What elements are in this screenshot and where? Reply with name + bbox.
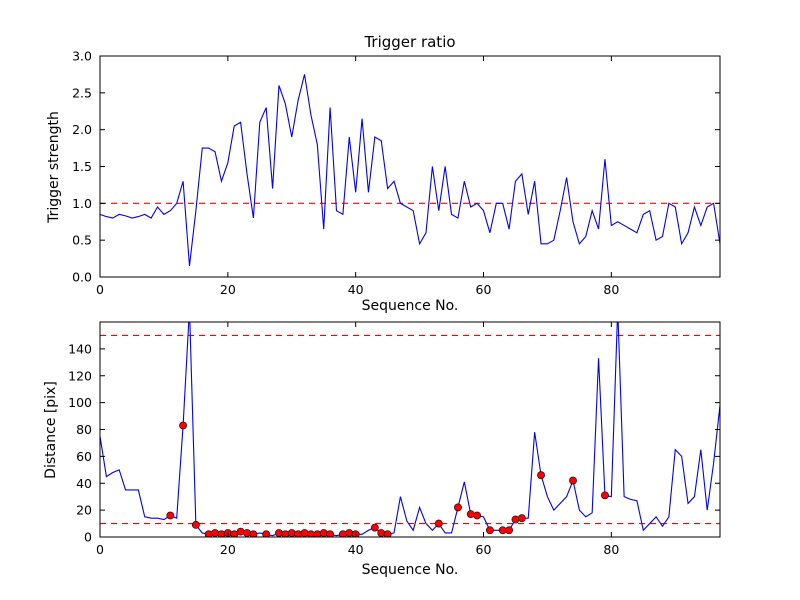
x-tick-label: 60 <box>476 542 492 557</box>
x-tick-label: 80 <box>603 282 619 297</box>
axes-frame <box>99 55 721 278</box>
match-marker <box>485 526 494 535</box>
match-marker <box>383 530 392 537</box>
top-plot-ylabel: Trigger strength <box>46 111 62 223</box>
y-tick-label: 100 <box>68 395 92 410</box>
trigger-ratio-line <box>100 74 720 267</box>
y-tick-label: 1.5 <box>72 159 92 174</box>
x-tick-label: 40 <box>348 542 364 557</box>
match-marker <box>377 529 386 537</box>
y-tick-label: 40 <box>76 476 92 491</box>
x-tick-label: 0 <box>96 282 104 297</box>
x-tick-label: 80 <box>603 542 619 557</box>
y-tick-label: 2.5 <box>72 85 92 100</box>
y-tick-label: 0.0 <box>72 270 92 285</box>
y-tick-label: 0.5 <box>72 233 92 248</box>
match-marker <box>370 523 379 532</box>
y-tick-label: 2.0 <box>72 122 92 137</box>
x-tick-label: 40 <box>348 282 364 297</box>
match-marker <box>211 529 219 537</box>
match-marker <box>537 471 545 480</box>
match-marker <box>300 529 309 537</box>
match-marker <box>466 510 475 519</box>
match-marker <box>166 511 175 520</box>
match-marker <box>236 527 245 536</box>
bottom-plot-ylabel: Distance [pix] <box>43 381 59 479</box>
match-marker <box>505 526 513 535</box>
match-marker <box>262 530 271 537</box>
match-marker <box>243 529 251 537</box>
y-tick-label: 0 <box>84 530 92 545</box>
x-tick-label: 60 <box>476 282 492 297</box>
match-marker <box>287 529 296 537</box>
y-tick-label: 120 <box>68 368 92 383</box>
match-marker <box>326 530 335 537</box>
top-plot-title: Trigger ratio <box>364 33 456 51</box>
top-plot-xlabel: Sequence No. <box>361 298 459 314</box>
y-tick-label: 3.0 <box>72 49 92 64</box>
match-marker <box>569 476 577 485</box>
y-tick-label: 80 <box>76 422 92 437</box>
x-tick-label: 0 <box>96 542 104 557</box>
match-marker <box>601 491 609 500</box>
match-marker <box>319 529 328 537</box>
match-marker <box>511 515 520 524</box>
x-tick-label: 20 <box>220 282 236 297</box>
x-tick-label: 20 <box>220 542 236 557</box>
match-marker <box>275 529 283 537</box>
y-tick-label: 140 <box>68 341 92 356</box>
match-marker <box>345 529 354 537</box>
match-marker <box>434 519 443 528</box>
y-tick-label: 60 <box>76 449 92 464</box>
match-marker <box>191 521 200 529</box>
bottom-plot-xlabel: Sequence No. <box>361 562 459 578</box>
distance-line <box>100 322 720 537</box>
y-tick-label: 20 <box>76 503 92 518</box>
match-marker <box>517 514 526 523</box>
match-marker <box>249 530 258 537</box>
match-marker <box>179 421 187 430</box>
y-tick-label: 1.0 <box>72 196 92 211</box>
match-marker <box>473 511 482 520</box>
match-marker <box>454 503 462 512</box>
